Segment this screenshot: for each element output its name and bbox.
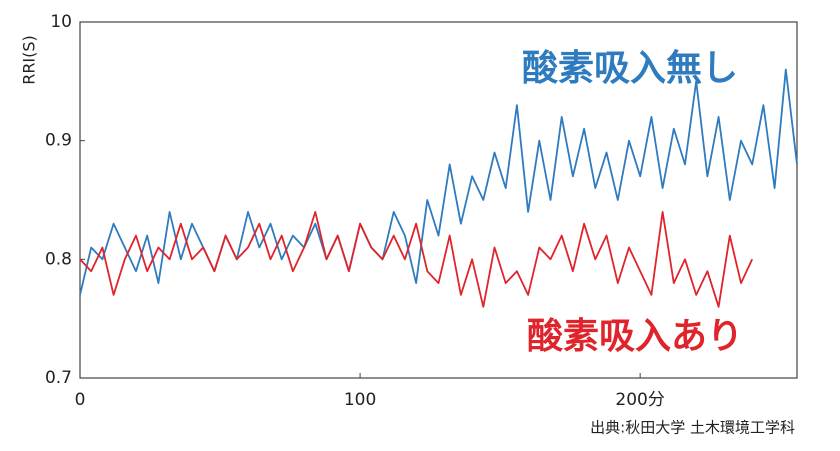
series-label: 酸素吸入無し bbox=[522, 48, 738, 89]
y-tick-label: 0.7 bbox=[45, 368, 72, 388]
y-tick-label: 0.8 bbox=[45, 249, 72, 269]
series-line bbox=[79, 68, 798, 296]
plot-frame bbox=[79, 21, 798, 379]
x-tick-label: 0 bbox=[75, 390, 86, 410]
y-tick-label: 0.9 bbox=[45, 131, 72, 151]
source-note: 出典:秋田大学 土木環境工学科 bbox=[590, 419, 795, 437]
x-tick-label: 200分 bbox=[615, 390, 664, 410]
y-axis-label: RRI(S) bbox=[20, 35, 39, 85]
y-tick-label: 10 bbox=[50, 12, 72, 32]
series-label: 酸素吸入あり bbox=[527, 316, 743, 357]
x-tick-label: 100 bbox=[344, 390, 376, 410]
series-line bbox=[79, 211, 754, 308]
